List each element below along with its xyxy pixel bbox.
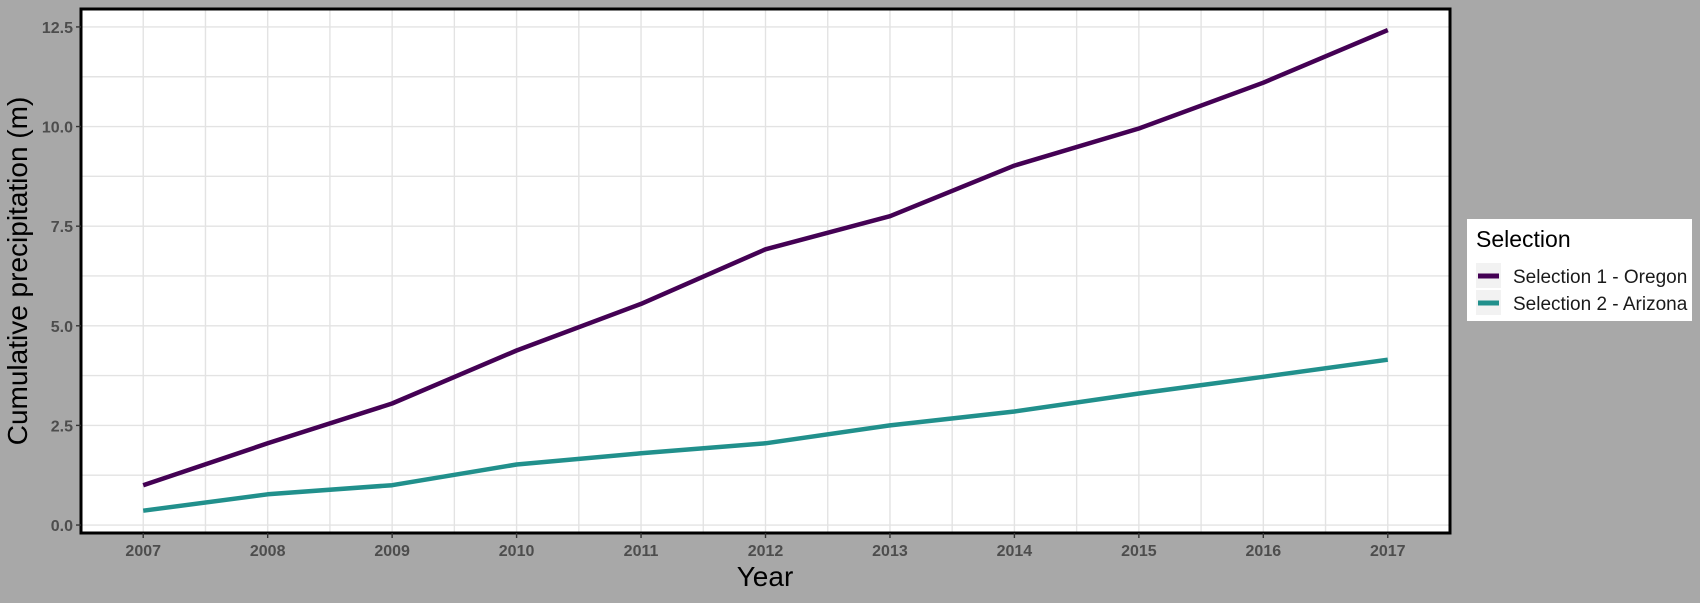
series-lines xyxy=(142,28,1389,513)
x-axis-title: Year xyxy=(737,561,794,592)
y-tick-labels: 0.0 2.5 5.0 7.5 10.0 12.5 xyxy=(42,20,81,535)
y-axis-title: Cumulative precipitation (m) xyxy=(2,97,33,446)
y-tick-label: 10.0 xyxy=(42,120,73,137)
x-tick-label: 2012 xyxy=(748,543,784,560)
x-tick-label: 2016 xyxy=(1246,543,1282,560)
series-line-2 xyxy=(142,357,1389,513)
y-tick-label: 0.0 xyxy=(51,518,73,535)
x-tick-label: 2013 xyxy=(872,543,908,560)
legend-items: Selection 1 - Oregon Selection 2 - Arizon… xyxy=(1476,263,1688,315)
x-tick-labels: 2007 2008 2009 2010 2011 2012 2013 2014 2015 2016… xyxy=(125,533,1406,560)
legend-box xyxy=(1467,219,1692,321)
x-tick-label: 2007 xyxy=(125,543,161,560)
x-tick-label: 2017 xyxy=(1370,543,1406,560)
x-tick-label: 2010 xyxy=(499,543,535,560)
x-tick-label: 2008 xyxy=(250,543,286,560)
legend: Selection Selection 1 - OregonSelection … xyxy=(1467,219,1692,321)
legend-title: Selection xyxy=(1476,226,1571,252)
x-tick-label: 2011 xyxy=(624,543,659,560)
x-tick-label: 2014 xyxy=(997,543,1033,560)
y-tick-label: 2.5 xyxy=(51,418,73,435)
y-tick-label: 7.5 xyxy=(51,219,73,236)
series-line-1 xyxy=(142,28,1389,488)
legend-label: Selection 1 - Oregon xyxy=(1513,267,1687,288)
legend-label: Selection 2 - Arizona xyxy=(1513,294,1688,315)
y-tick-label: 12.5 xyxy=(42,20,73,37)
x-tick-label: 2009 xyxy=(374,543,410,560)
y-tick-label: 5.0 xyxy=(51,319,73,336)
x-tick-label: 2015 xyxy=(1121,543,1157,560)
